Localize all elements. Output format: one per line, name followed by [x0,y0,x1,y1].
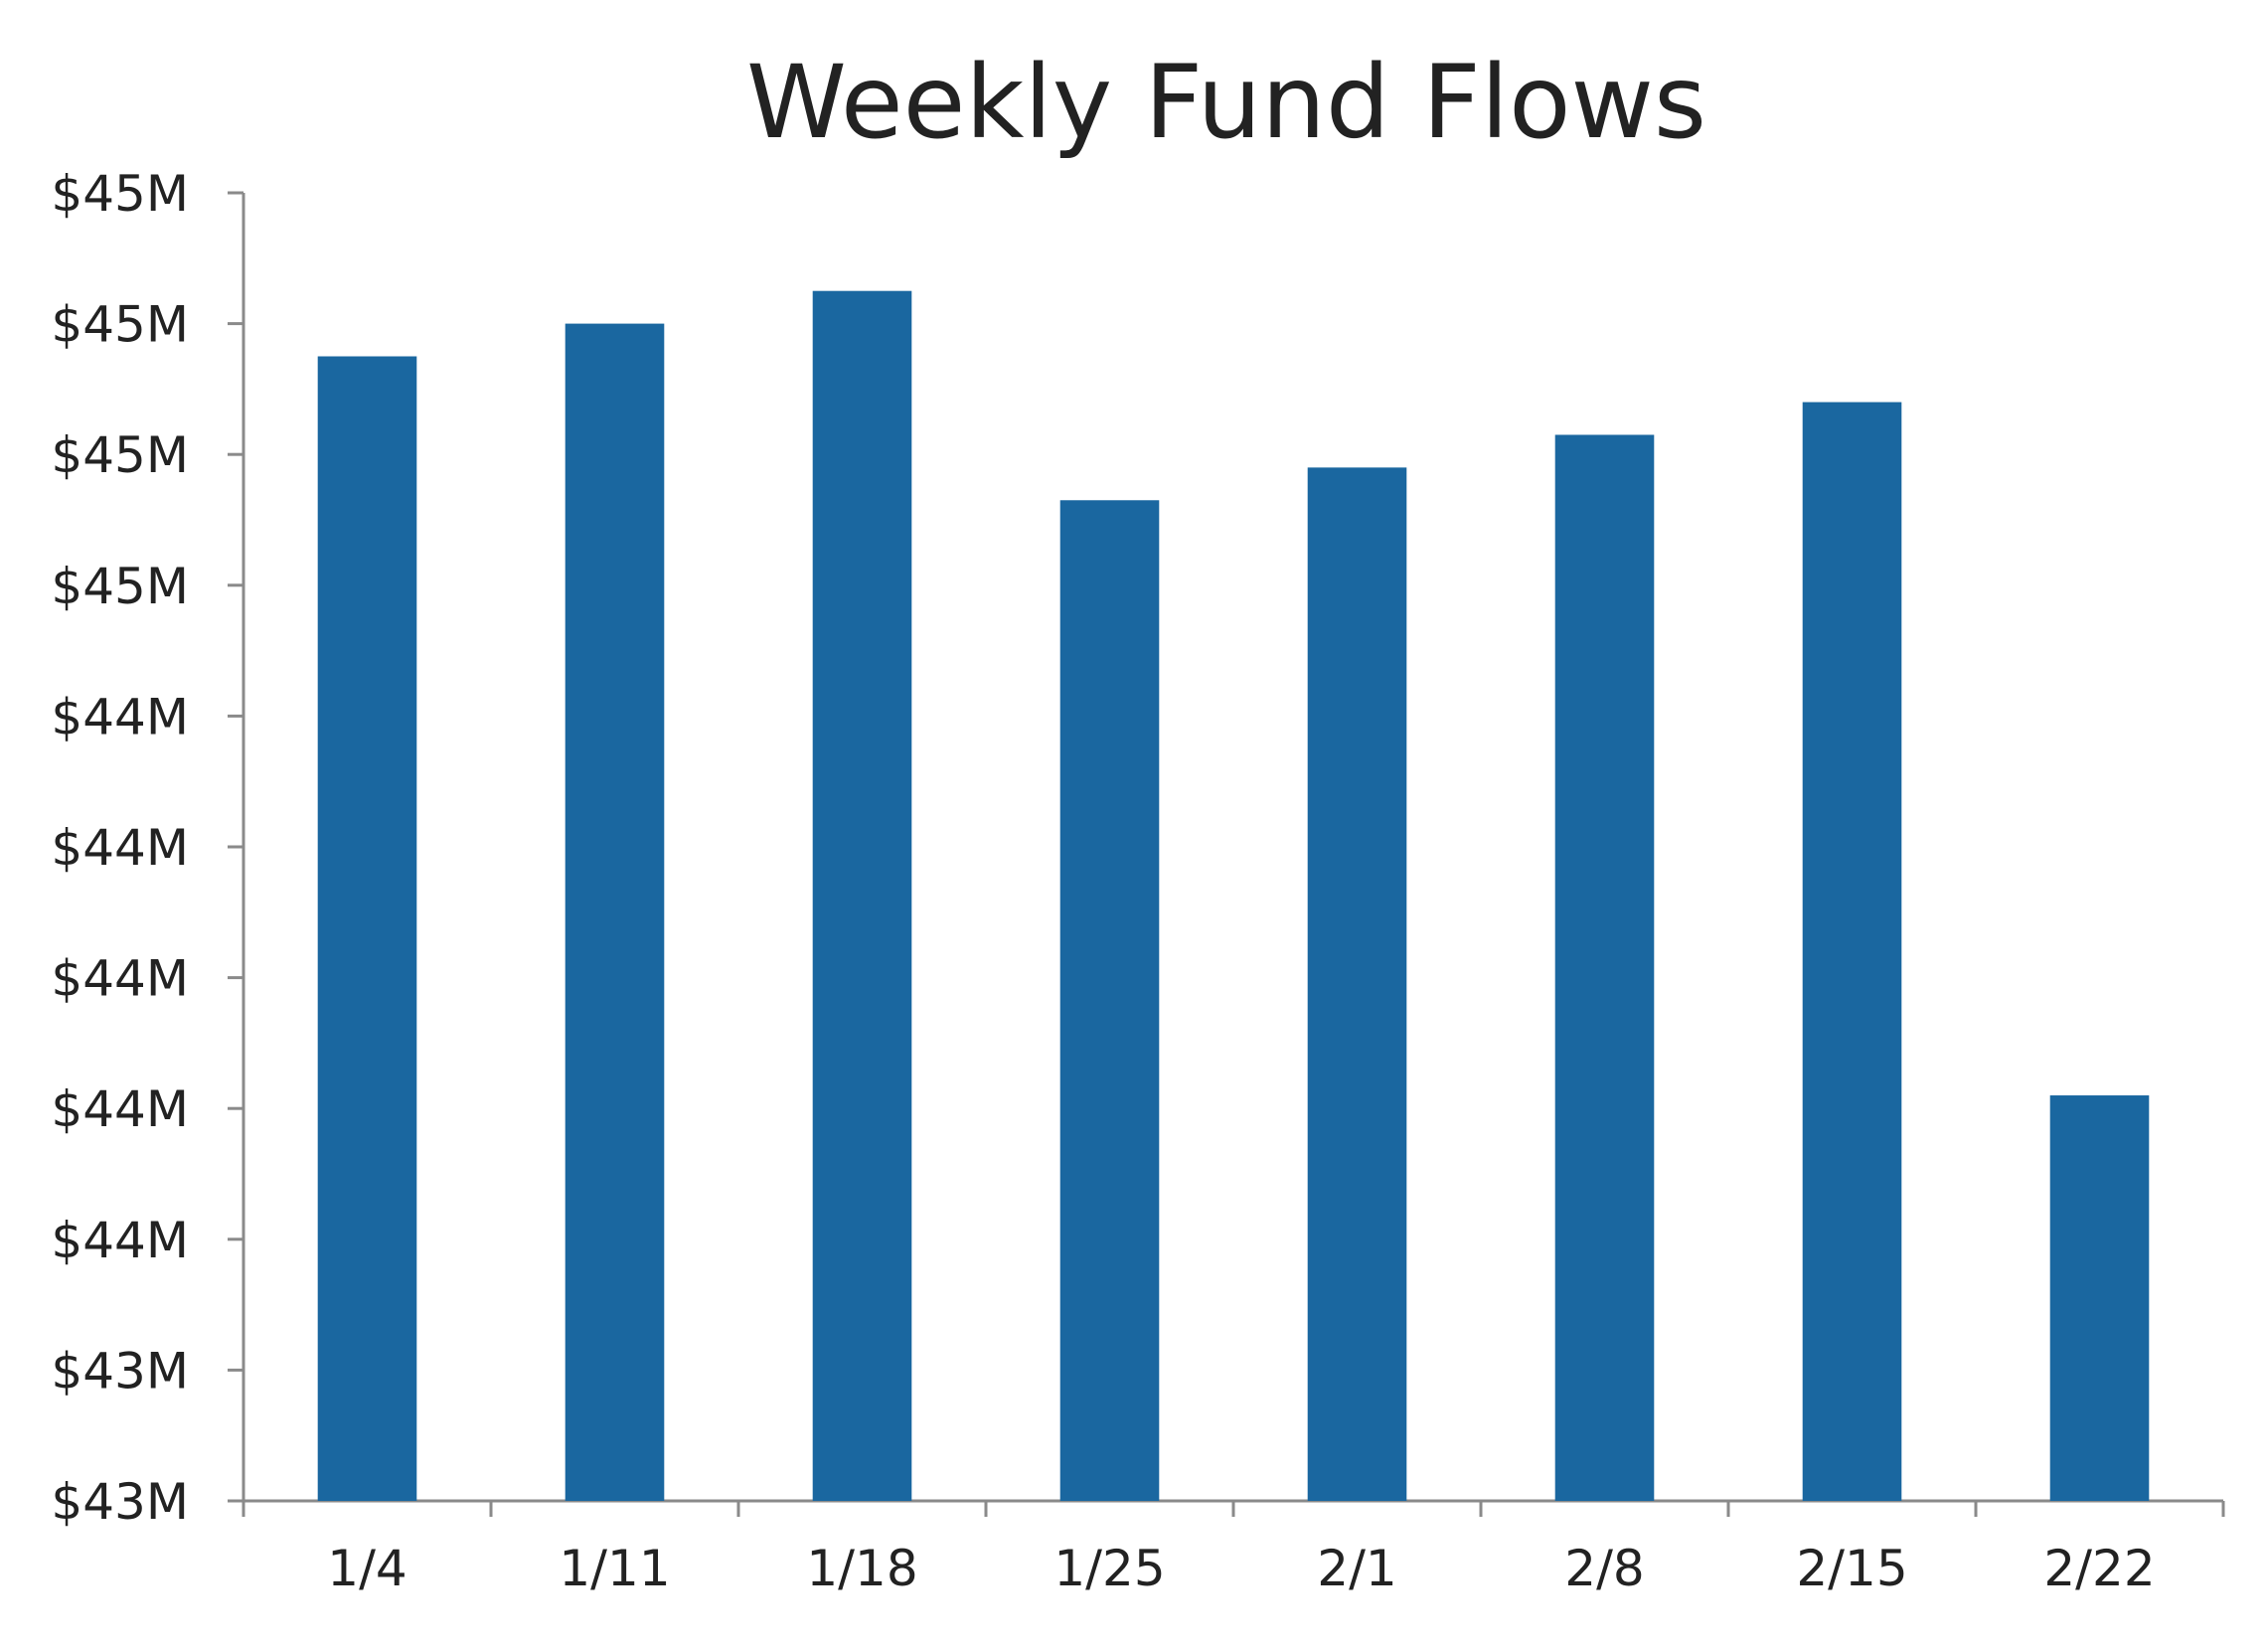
bar-2-1 [1307,467,1407,1501]
y-tick-label: $44M [51,1212,189,1269]
bar-2-8 [1554,434,1655,1502]
y-tick-label: $45M [51,558,189,615]
x-axis: 1/4 1/11 1/18 1/25 2/1 2/8 2/15 2/22 [242,1499,2225,1597]
y-axis: $43M $43M $44M $44M $44M $44M $44M $45M $45M $45M… [51,165,245,1531]
x-tick-label: 2/22 [2043,1540,2155,1597]
y-tick-label: $44M [51,1080,189,1138]
bar-1-11 [565,323,665,1502]
bar-2-15 [1802,402,1902,1501]
bar-series [317,290,2150,1502]
x-tick-label: 2/1 [1317,1540,1396,1597]
y-tick-label: $44M [51,950,189,1008]
y-tick-label: $44M [51,819,189,877]
bar-2-22 [2049,1095,2150,1501]
bar-1-18 [812,290,912,1502]
bar-1-25 [1059,500,1160,1501]
y-tick-label: $45M [51,296,189,354]
x-tick-label: 2/8 [1564,1540,1644,1597]
x-tick-label: 1/4 [327,1540,406,1597]
bar-1-4 [317,356,417,1501]
y-tick-label: $43M [51,1342,189,1400]
x-tick-label: 1/18 [806,1540,917,1597]
x-tick-label: 1/11 [559,1540,670,1597]
y-tick-label: $44M [51,688,189,745]
y-tick-label: $45M [51,165,189,223]
y-tick-label: $45M [51,426,189,484]
y-tick-label: $43M [51,1473,189,1531]
x-tick-label: 2/15 [1796,1540,1907,1597]
x-tick-label: 1/25 [1053,1540,1165,1597]
chart-title: Weekly Fund Flows [746,44,1706,162]
